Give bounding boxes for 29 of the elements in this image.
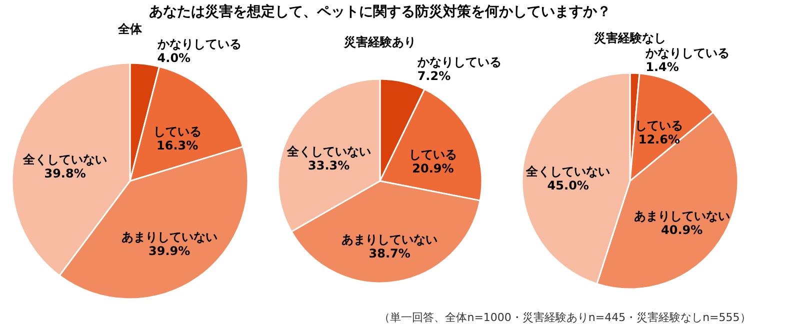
slice-label: かなりしている xyxy=(156,37,242,52)
chart-title: 災害経験なし xyxy=(593,31,666,46)
data-label: 16.3% xyxy=(156,138,198,153)
slice-label: 全くしていない xyxy=(286,144,371,158)
data-label: 38.7% xyxy=(368,246,410,260)
slice-label: あまりしていない xyxy=(121,230,218,244)
data-label: 33.3% xyxy=(308,158,350,172)
data-label: 1.4% xyxy=(646,60,679,74)
data-label: 45.0% xyxy=(547,178,589,192)
slice-label: している xyxy=(408,148,457,162)
slice-label: している xyxy=(635,118,684,133)
chart-title: 全体 xyxy=(117,22,143,36)
slice-label: 全くしていない xyxy=(22,152,108,166)
data-label: 39.9% xyxy=(148,244,190,258)
text: あなたは災害を想定して、ペットに関する防災対策を何かしていますか？ xyxy=(149,3,611,20)
data-label: 4.0% xyxy=(157,51,191,66)
data-label: 39.8% xyxy=(44,166,86,180)
chart-title: 災害経験あり xyxy=(343,35,416,49)
data-label: 40.9% xyxy=(661,223,703,238)
slice-label: あまりしていない xyxy=(634,209,730,224)
slice-label: している xyxy=(153,124,202,139)
data-label: 12.6% xyxy=(638,132,680,147)
slice-label: 全くしていない xyxy=(525,164,610,178)
slice-label: かなりしている xyxy=(644,46,730,60)
data-label: 20.9% xyxy=(412,162,454,176)
slice-label: かなりしている xyxy=(416,55,502,70)
data-label: 7.2% xyxy=(417,69,451,84)
slice-label: あまりしていない xyxy=(342,232,438,246)
text: （単一回答、全体n=1000・災害経験ありn=445・災害経験なしn=555） xyxy=(379,311,751,324)
